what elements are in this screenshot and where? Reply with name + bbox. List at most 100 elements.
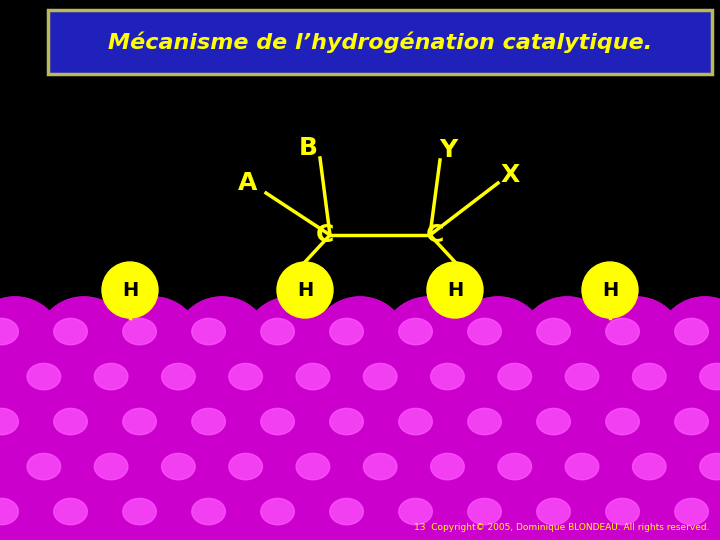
Text: B: B xyxy=(299,136,318,160)
Ellipse shape xyxy=(539,416,611,478)
Circle shape xyxy=(588,387,684,483)
Circle shape xyxy=(0,342,38,438)
Circle shape xyxy=(76,342,173,438)
Circle shape xyxy=(9,432,105,528)
Ellipse shape xyxy=(500,461,572,523)
Ellipse shape xyxy=(607,506,679,540)
Ellipse shape xyxy=(94,363,128,390)
Circle shape xyxy=(279,432,374,528)
Ellipse shape xyxy=(469,326,541,388)
Ellipse shape xyxy=(0,498,18,525)
Ellipse shape xyxy=(676,416,720,478)
Ellipse shape xyxy=(468,408,501,435)
Ellipse shape xyxy=(161,363,195,390)
Circle shape xyxy=(547,432,644,528)
Ellipse shape xyxy=(0,371,33,433)
Circle shape xyxy=(243,477,339,540)
Circle shape xyxy=(76,432,173,528)
Circle shape xyxy=(36,297,132,393)
Circle shape xyxy=(346,432,441,528)
Circle shape xyxy=(450,387,546,483)
Ellipse shape xyxy=(431,363,464,390)
Circle shape xyxy=(0,342,38,438)
Circle shape xyxy=(105,477,201,540)
Circle shape xyxy=(76,342,173,438)
Circle shape xyxy=(381,477,477,540)
Circle shape xyxy=(174,477,270,540)
Ellipse shape xyxy=(262,416,334,478)
Ellipse shape xyxy=(297,461,369,523)
Ellipse shape xyxy=(27,454,60,480)
Circle shape xyxy=(312,387,408,483)
Ellipse shape xyxy=(331,416,403,478)
Ellipse shape xyxy=(567,461,639,523)
Ellipse shape xyxy=(399,319,433,345)
Circle shape xyxy=(9,432,105,528)
Ellipse shape xyxy=(676,326,720,388)
Ellipse shape xyxy=(261,498,294,525)
Ellipse shape xyxy=(229,454,263,480)
Ellipse shape xyxy=(124,326,196,388)
Ellipse shape xyxy=(498,454,531,480)
Circle shape xyxy=(682,342,720,438)
Ellipse shape xyxy=(500,371,572,433)
Circle shape xyxy=(346,342,441,438)
Circle shape xyxy=(519,387,615,483)
Ellipse shape xyxy=(539,506,611,540)
Circle shape xyxy=(519,477,615,540)
Ellipse shape xyxy=(261,408,294,435)
Ellipse shape xyxy=(469,416,541,478)
Circle shape xyxy=(0,387,63,483)
Ellipse shape xyxy=(122,498,156,525)
Circle shape xyxy=(0,432,38,528)
Circle shape xyxy=(657,387,720,483)
Circle shape xyxy=(144,342,240,438)
Text: X: X xyxy=(500,163,520,187)
Text: H: H xyxy=(602,280,618,300)
Ellipse shape xyxy=(296,454,330,480)
Ellipse shape xyxy=(606,319,639,345)
Ellipse shape xyxy=(296,363,330,390)
Circle shape xyxy=(615,432,711,528)
Text: C: C xyxy=(426,223,444,247)
Circle shape xyxy=(657,477,720,540)
Circle shape xyxy=(312,387,408,483)
Ellipse shape xyxy=(365,371,437,433)
Circle shape xyxy=(0,297,63,393)
Circle shape xyxy=(174,387,270,483)
Circle shape xyxy=(312,297,408,393)
Text: C: C xyxy=(316,223,334,247)
Ellipse shape xyxy=(193,326,265,388)
Ellipse shape xyxy=(122,408,156,435)
Circle shape xyxy=(243,477,339,540)
Ellipse shape xyxy=(262,506,334,540)
Circle shape xyxy=(480,432,576,528)
Circle shape xyxy=(279,432,374,528)
Circle shape xyxy=(211,432,307,528)
Circle shape xyxy=(682,342,720,438)
Circle shape xyxy=(243,297,339,393)
Circle shape xyxy=(0,297,63,393)
Circle shape xyxy=(0,477,63,540)
Circle shape xyxy=(450,297,546,393)
Circle shape xyxy=(277,262,333,318)
Ellipse shape xyxy=(96,371,168,433)
Circle shape xyxy=(657,297,720,393)
Ellipse shape xyxy=(537,319,570,345)
Ellipse shape xyxy=(330,408,364,435)
Ellipse shape xyxy=(297,371,369,433)
Circle shape xyxy=(519,297,615,393)
Circle shape xyxy=(36,297,132,393)
Ellipse shape xyxy=(122,319,156,345)
Circle shape xyxy=(211,432,307,528)
Ellipse shape xyxy=(55,506,127,540)
Circle shape xyxy=(615,342,711,438)
Circle shape xyxy=(615,342,711,438)
Ellipse shape xyxy=(193,416,265,478)
Circle shape xyxy=(381,387,477,483)
Circle shape xyxy=(480,432,576,528)
Ellipse shape xyxy=(539,326,611,388)
Circle shape xyxy=(36,477,132,540)
Ellipse shape xyxy=(163,461,235,523)
Circle shape xyxy=(211,342,307,438)
